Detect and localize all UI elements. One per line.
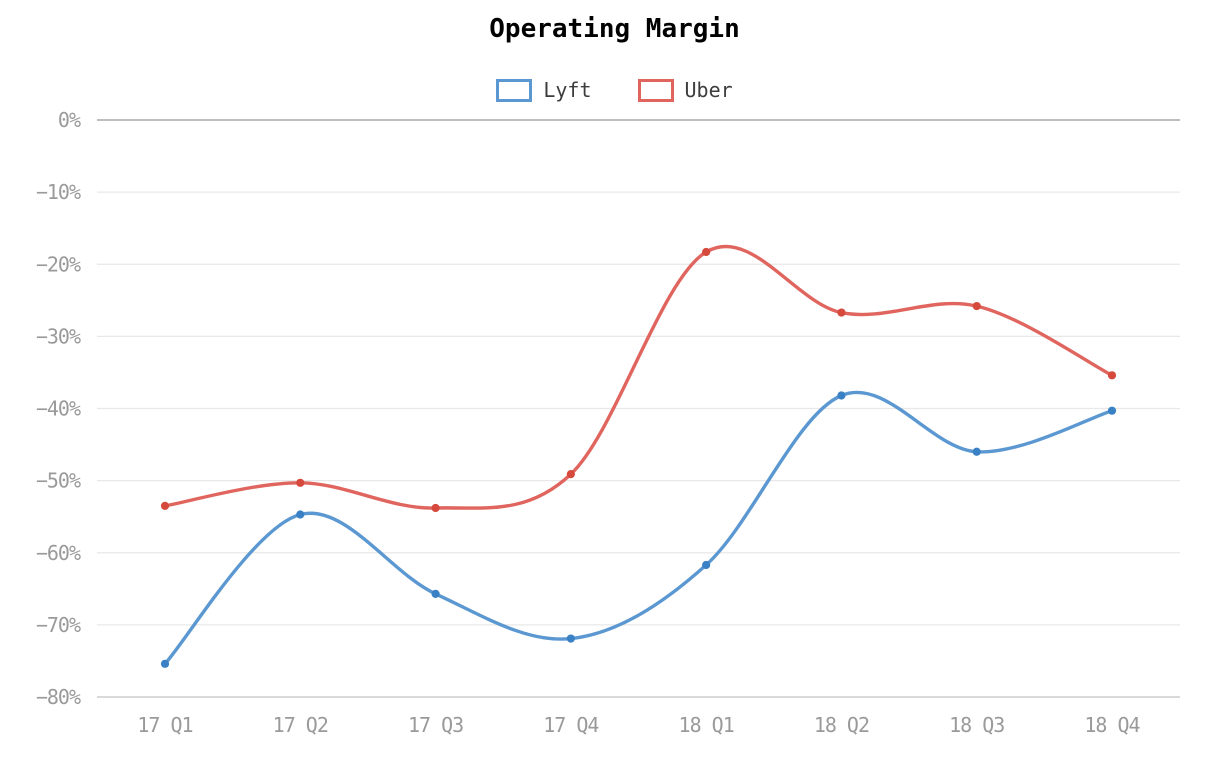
legend-item-lyft: Lyft bbox=[496, 78, 592, 102]
y-tick-label: −10% bbox=[36, 180, 81, 204]
lyft-legend-swatch bbox=[496, 78, 533, 102]
lyft-point bbox=[160, 659, 170, 668]
uber-point bbox=[837, 308, 846, 317]
uber-point bbox=[431, 503, 440, 513]
lyft-point bbox=[566, 634, 575, 643]
x-tick-label: 18 Q1 bbox=[679, 713, 734, 737]
y-tick-label: −70% bbox=[36, 613, 81, 637]
lyft-legend-label: Lyft bbox=[543, 78, 592, 102]
uber-legend-label: Uber bbox=[684, 78, 733, 102]
uber-point bbox=[566, 470, 575, 479]
lyft-point bbox=[1107, 406, 1117, 415]
lyft-point bbox=[837, 391, 846, 400]
x-tick-label: 17 Q1 bbox=[137, 713, 192, 737]
uber-point bbox=[1107, 371, 1117, 380]
x-tick-label: 18 Q3 bbox=[949, 713, 1004, 737]
chart-title: Operating Margin bbox=[489, 14, 740, 44]
lyft-point bbox=[296, 510, 305, 519]
x-tick-label: 18 Q2 bbox=[814, 713, 869, 737]
y-tick-label: −20% bbox=[36, 252, 81, 276]
lyft-point bbox=[702, 560, 711, 570]
uber-point bbox=[160, 501, 170, 510]
lyft-point bbox=[431, 589, 440, 598]
y-tick-label: 0% bbox=[58, 108, 81, 132]
chart-legend: Lyft Uber bbox=[0, 78, 1229, 102]
uber-point bbox=[702, 247, 711, 257]
uber-legend-swatch bbox=[637, 78, 674, 102]
uber-point bbox=[296, 478, 305, 487]
lyft-point bbox=[972, 447, 981, 456]
y-tick-label: −30% bbox=[36, 324, 81, 348]
y-tick-label: −40% bbox=[36, 397, 81, 421]
y-tick-label: −50% bbox=[36, 469, 81, 493]
y-tick-label: −60% bbox=[36, 541, 81, 565]
x-tick-label: 17 Q2 bbox=[273, 713, 328, 737]
x-tick-label: 17 Q3 bbox=[408, 713, 463, 737]
uber-line bbox=[163, 244, 1114, 510]
x-tick-label: 18 Q4 bbox=[1084, 713, 1140, 737]
y-tick-label: −80% bbox=[36, 685, 81, 709]
legend-item-uber: Uber bbox=[637, 78, 733, 102]
x-tick-label: 17 Q4 bbox=[543, 713, 599, 737]
lyft-line bbox=[163, 390, 1114, 666]
uber-point bbox=[972, 301, 981, 311]
